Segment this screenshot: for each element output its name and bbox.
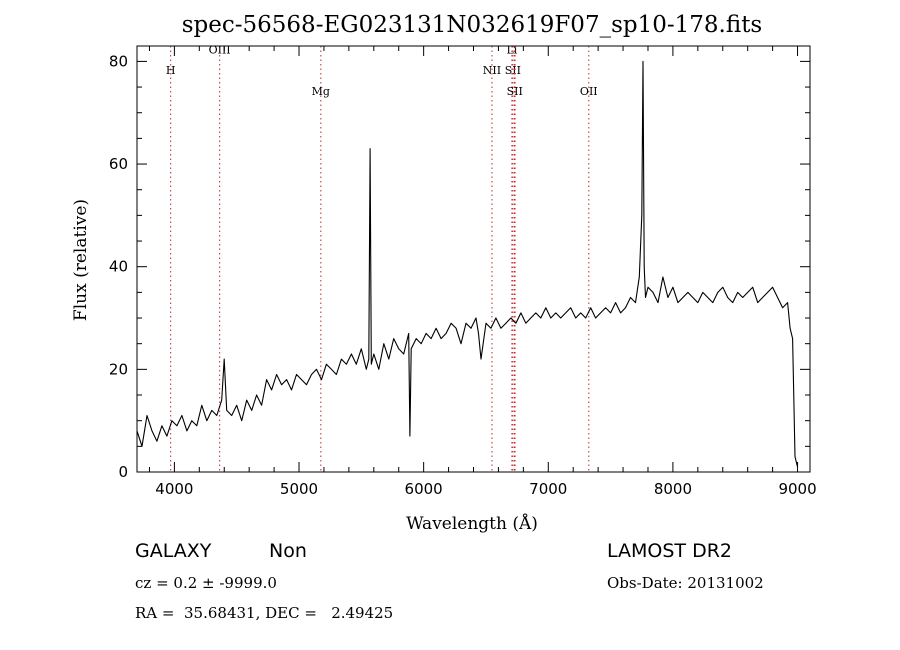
x-tick-label: 6000 (405, 480, 443, 498)
spectral-line-markers: H OIII Mg NII Li SII SII OII (166, 44, 598, 472)
object-subclass: Non (269, 540, 307, 562)
y-axis-label: Flux (relative) (71, 199, 91, 321)
spectrum-series (136, 60, 799, 468)
y-tick-label: 40 (109, 258, 128, 276)
spectral-line-label: Li (506, 44, 517, 57)
survey-label: LAMOST DR2 (607, 540, 732, 562)
plot-axes: 4000 5000 6000 7000 8000 9000 0 20 40 60 80 (109, 45, 817, 498)
x-tick-label: 8000 (654, 480, 692, 498)
spectral-line-label: Mg (312, 85, 330, 98)
x-tick-label: 4000 (155, 480, 193, 498)
y-tick-label: 20 (109, 360, 128, 378)
obs-date-line: Obs-Date: 20131002 (607, 574, 764, 592)
chart-title: spec-56568-EG023131N032619F07_sp10-178.f… (182, 12, 763, 38)
spectrum-line (136, 60, 799, 468)
redshift-line: cz = 0.2 ± -9999.0 (135, 574, 277, 592)
coordinates-line: RA = 35.68431, DEC = 2.49425 (135, 604, 394, 622)
spectral-line-label: OIII (209, 44, 231, 57)
spectral-line-label: SII (507, 85, 523, 98)
x-tick-label: 9000 (778, 480, 816, 498)
spectral-line-label: NII (483, 64, 501, 77)
spectral-line-label: SII (505, 64, 521, 77)
y-tick-label: 80 (109, 52, 128, 70)
x-tick-label: 5000 (280, 480, 318, 498)
x-axis-label: Wavelength (Å) (406, 513, 538, 534)
spectral-line-label: OII (580, 85, 598, 98)
object-class: GALAXY (135, 540, 212, 562)
spectral-line-label: H (166, 64, 176, 77)
y-tick-label: 60 (109, 155, 128, 173)
y-tick-label: 0 (118, 463, 128, 481)
x-tick-label: 7000 (529, 480, 567, 498)
